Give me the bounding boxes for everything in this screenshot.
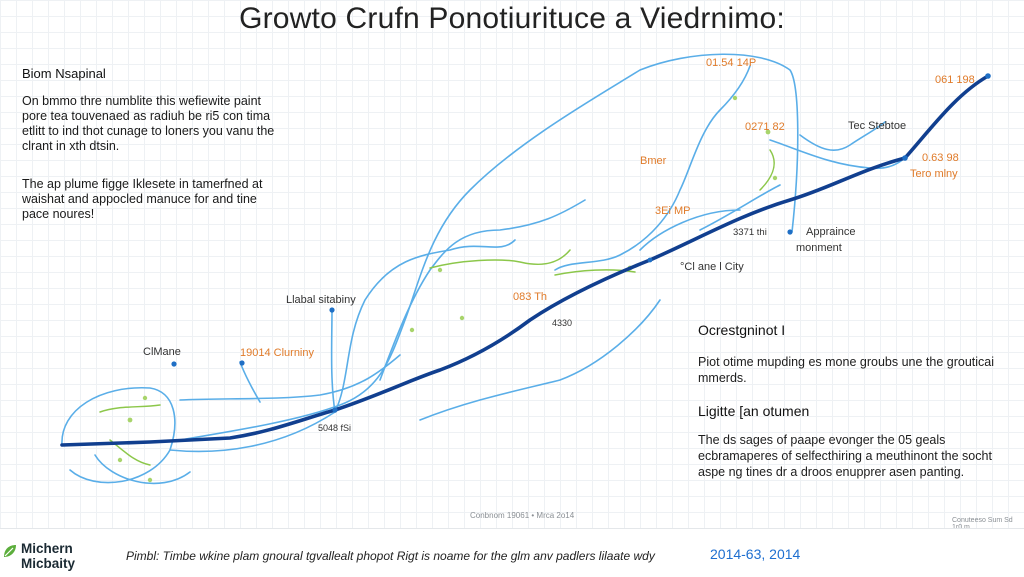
green-dot — [127, 417, 133, 423]
map-label: monment — [796, 242, 842, 254]
map-label: 5048 fSi — [318, 423, 351, 433]
intro-paragraph-1: On bmmo thre numblite this wefiewite pai… — [22, 94, 275, 153]
green-dot — [772, 175, 778, 181]
map-label: 061 198 — [935, 74, 975, 86]
green-dot — [765, 129, 771, 135]
map-label: °Cl ane l City — [680, 261, 744, 273]
green-dot — [437, 267, 443, 273]
sidebar-paragraph-2: The ds sages of paape evonger the 05 gea… — [698, 433, 992, 479]
map-label: Appraince — [806, 226, 856, 238]
brand-name-line-1: Michern — [21, 541, 73, 556]
map-label: Tec Stebtoe — [848, 120, 906, 132]
branch-line — [179, 53, 799, 441]
green-dot — [142, 395, 148, 401]
map-credit: Conbnom 19061 • Mrca 2o14 — [470, 511, 575, 520]
branch-line — [769, 139, 906, 170]
brand-name: Michern Micbaity — [21, 541, 75, 571]
map-label: 0271 82 — [745, 121, 785, 133]
branch-line — [330, 309, 336, 413]
branch-line — [554, 65, 751, 271]
map-label: 0.63 98 — [922, 152, 959, 164]
green-dot — [732, 95, 738, 101]
map-label: 3371 thi — [733, 227, 767, 238]
brand-name-line-2: Micbaity — [21, 556, 76, 571]
sidebar-paragraph-1: Piot otime mupding es mone groubs une th… — [698, 355, 995, 385]
branch-line — [61, 387, 176, 484]
stop-marker — [985, 73, 991, 79]
green-path — [99, 404, 161, 413]
corner-credit: Conuteeso Sum Sd 1r0 m — [952, 517, 1013, 531]
stop-marker — [239, 360, 245, 366]
stop-marker — [902, 155, 908, 161]
branch-line — [419, 299, 661, 421]
stop-marker — [329, 307, 335, 313]
leaf-icon — [4, 545, 16, 557]
map-label: Tero mlny — [910, 168, 958, 180]
footer-caption: Pimbl: Timbe wkine plam gnoural tgvallea… — [126, 549, 655, 563]
stop-marker — [171, 361, 177, 367]
branch-line — [94, 454, 191, 485]
stop-marker — [647, 257, 653, 263]
map-label: ClMane — [143, 346, 181, 358]
green-dot — [147, 477, 153, 483]
stop-marker — [332, 407, 338, 413]
sidebar-heading-2: Ligitte [an otumen — [698, 403, 810, 419]
branch-line — [179, 354, 401, 401]
branch-line — [334, 239, 516, 413]
stop-marker — [787, 229, 793, 235]
branch-line — [799, 121, 886, 151]
branch-line — [239, 361, 261, 403]
green-path — [429, 249, 571, 269]
map-label: 01.54 14P — [706, 57, 756, 69]
map-label: 3Ei MP — [655, 205, 690, 217]
branch-line — [379, 199, 586, 381]
intro-paragraph-2: The ap plume figge Iklesete in tamerfned… — [22, 177, 263, 221]
page-title: Growto Crufn Ponotiuritucе a Viedrnimo: — [239, 2, 785, 35]
map-label: 4330 — [552, 318, 572, 328]
branch-line — [169, 411, 336, 453]
branch-line — [639, 209, 741, 251]
map-label: 083 Th — [513, 291, 547, 303]
green-dot — [117, 457, 123, 463]
green-dot — [459, 315, 465, 321]
green-dot — [409, 327, 415, 333]
brand-logo[interactable]: Michern Micbaity — [2, 541, 75, 571]
map-label: 19014 Clurniny — [240, 347, 314, 359]
map-label: Llabal sitabiny — [286, 294, 356, 306]
route-diagram: 01.54 14P 061 198 Tec Stebtoe 0.63 98 Te… — [60, 53, 991, 485]
intro-heading: Biom Nsapinal — [22, 66, 106, 81]
footer-bar: Michern Micbaity Pimbl: Timbe wkine plam… — [0, 528, 1024, 577]
branch-line — [699, 184, 781, 231]
map-label: Bmer — [640, 155, 667, 167]
sidebar-heading-1: Ocrestgninot I — [698, 322, 786, 338]
green-path — [759, 149, 775, 191]
footer-years: 2014-63, 2014 — [710, 546, 801, 562]
